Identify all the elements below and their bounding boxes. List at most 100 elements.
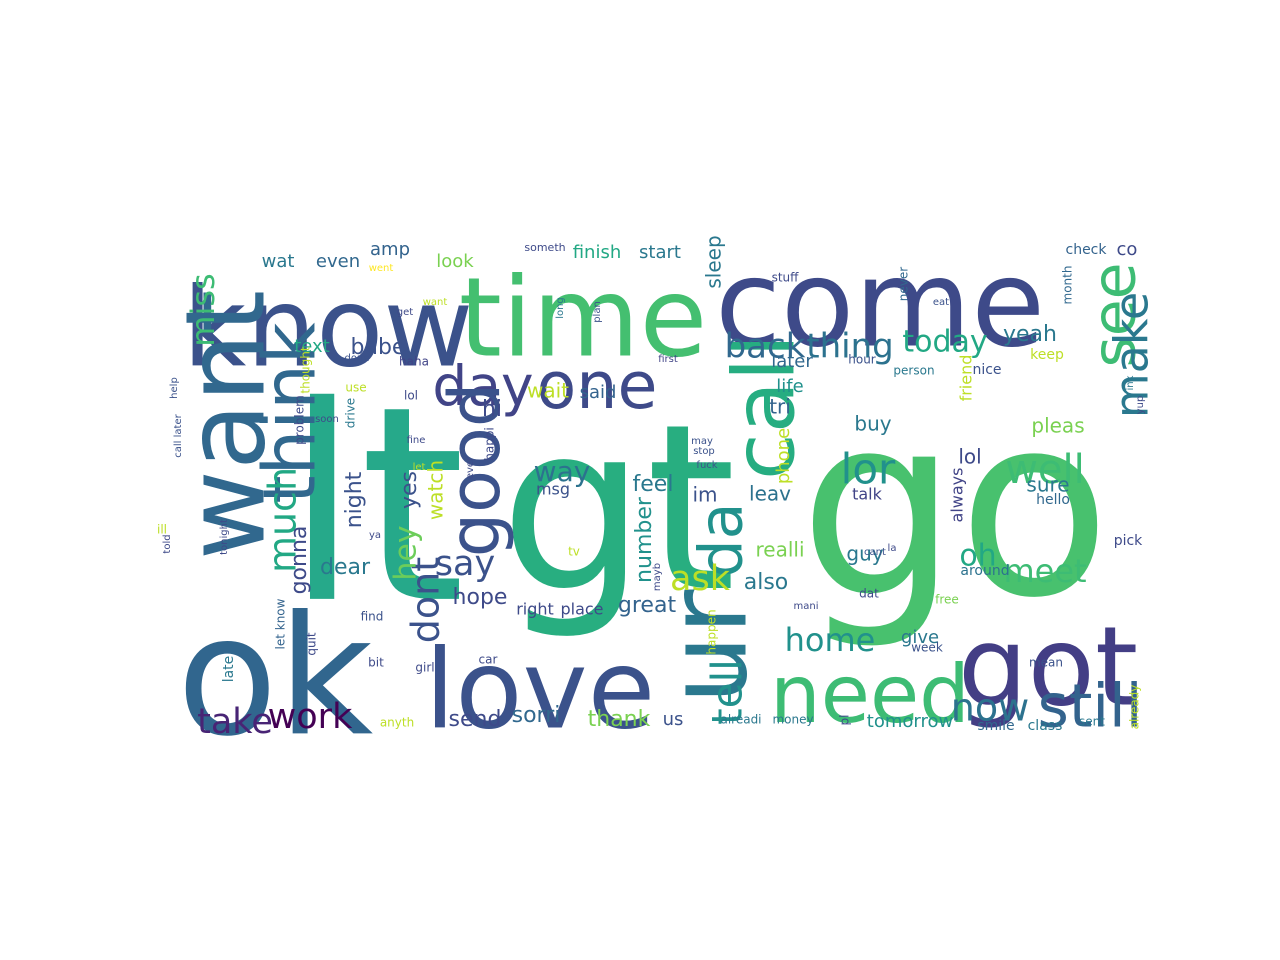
word-always: always xyxy=(948,468,967,523)
word-ever: ever xyxy=(465,456,476,479)
word-mayb: mayb xyxy=(652,563,663,591)
word-nice: nice xyxy=(972,362,1001,378)
word-eat: eat xyxy=(933,297,949,308)
word-wait: wait xyxy=(527,379,569,403)
word-thought: thought xyxy=(299,346,313,393)
word-yup: yup xyxy=(1135,396,1146,415)
word-gt: gt xyxy=(500,376,736,643)
word-sure: sure xyxy=(1026,473,1069,497)
word-hey: hey xyxy=(389,525,424,580)
word-way: way xyxy=(534,455,591,488)
word-money: money xyxy=(772,713,813,727)
word-girl: girl xyxy=(415,661,434,675)
word-great: great xyxy=(618,593,677,618)
word-oh: oh xyxy=(959,539,996,574)
word-done: done xyxy=(345,353,370,364)
word-la: la xyxy=(888,543,897,554)
word-text: text xyxy=(294,336,330,357)
word-pick: pick xyxy=(1114,533,1143,549)
word-free: free xyxy=(935,593,959,607)
word-friend: friend xyxy=(957,355,976,402)
word-later: later xyxy=(771,351,813,372)
word-us: us xyxy=(663,709,684,730)
word-leav: leav xyxy=(749,482,791,506)
word-time: time xyxy=(459,253,708,381)
word-hi: hi xyxy=(482,397,502,422)
word-fine: fine xyxy=(407,435,426,446)
word-check: check xyxy=(1066,242,1108,258)
word-stop: stop xyxy=(693,446,715,457)
word-never: never xyxy=(897,267,911,301)
word-hello: hello xyxy=(1036,492,1070,508)
word-still: still xyxy=(1038,672,1143,742)
word-feel: feel xyxy=(633,472,674,497)
word-good: good xyxy=(434,383,516,558)
word-anyth: anyth xyxy=(380,716,414,730)
word-plan: plan xyxy=(592,301,603,323)
word-phone: phone xyxy=(773,428,794,484)
word-lor: lor xyxy=(841,445,896,494)
word-ur: ur xyxy=(643,589,771,705)
word-one: one xyxy=(537,349,658,424)
word-ask: ask xyxy=(670,559,731,599)
word-much: much xyxy=(261,467,305,573)
word-dear: dear xyxy=(320,555,371,580)
word-tonight: tonight xyxy=(219,519,230,555)
word-know: know xyxy=(183,263,474,391)
word-today: today xyxy=(902,325,987,360)
word-may: may xyxy=(691,436,713,447)
word-say: say xyxy=(435,544,495,584)
word-drive: drive xyxy=(344,398,358,428)
word-use: use xyxy=(345,381,366,395)
word-car: car xyxy=(479,653,498,667)
word-call-later: call later xyxy=(173,413,184,457)
word-first: first xyxy=(658,354,678,365)
word-week: week xyxy=(911,641,943,655)
word-bit: bit xyxy=(368,656,384,670)
word-pleas: pleas xyxy=(1031,414,1084,438)
word-finish: finish xyxy=(573,242,622,263)
word-went: went xyxy=(369,263,394,274)
word-work: work xyxy=(268,697,353,737)
word-let: let xyxy=(413,462,426,473)
word-place: place xyxy=(560,600,603,619)
word-alreadi: alreadi xyxy=(720,713,761,727)
word-back: back xyxy=(725,327,806,367)
word-number: number xyxy=(632,496,657,583)
word-tv: tv xyxy=(568,545,580,559)
word-someth: someth xyxy=(524,241,565,254)
word-sent: sent xyxy=(1079,715,1105,729)
word-realli: realli xyxy=(755,538,804,562)
word-also: also xyxy=(744,570,789,595)
word-hour: hour xyxy=(848,353,876,367)
word-problem: problem xyxy=(293,395,307,445)
word-pl: pl xyxy=(838,715,852,726)
word-night: night xyxy=(342,471,367,528)
word-sorri: sorri xyxy=(512,703,561,728)
word-right: right xyxy=(516,600,554,619)
word-long: long xyxy=(555,297,566,319)
word-im: im xyxy=(692,483,717,507)
word-meet: meet xyxy=(1003,552,1086,590)
word-day: day xyxy=(432,354,533,418)
word-wat: wat xyxy=(262,251,295,272)
word-ya: ya xyxy=(369,530,381,541)
word-co: co xyxy=(1117,239,1138,260)
word-tri: tri xyxy=(769,395,791,419)
word-keep: keep xyxy=(1030,347,1064,363)
word-already: already xyxy=(1128,685,1142,730)
word-love: love xyxy=(425,625,656,753)
word-take: take xyxy=(197,702,273,742)
word-happi: happi xyxy=(483,427,497,461)
word-help: help xyxy=(169,377,180,399)
word-now: now xyxy=(951,686,1029,730)
word-talk: talk xyxy=(852,485,883,504)
word-think: think xyxy=(248,322,332,504)
word-send: send xyxy=(449,707,502,732)
word-call: call xyxy=(715,334,814,480)
word-well: well xyxy=(1005,447,1085,493)
word-find: find xyxy=(361,610,384,624)
word-go: go xyxy=(799,361,1111,652)
word-month: month xyxy=(1061,266,1075,305)
